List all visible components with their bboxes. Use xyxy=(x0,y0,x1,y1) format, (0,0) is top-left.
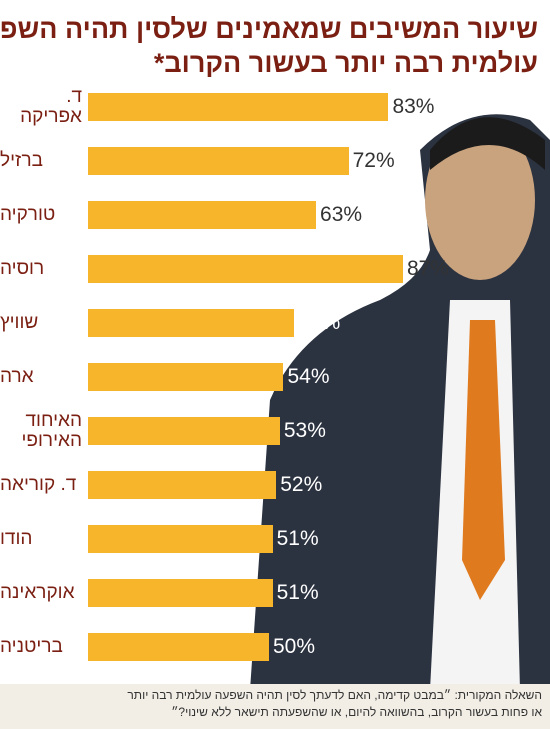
value-label: 72% xyxy=(352,149,395,172)
value-label: 51% xyxy=(276,527,319,550)
bar xyxy=(88,579,273,607)
category-label: האיחוד האירופי xyxy=(21,410,82,451)
category-label: שוויץ xyxy=(0,312,39,333)
bar xyxy=(88,363,284,391)
category-label: ד. אפריקה xyxy=(20,86,82,127)
bar xyxy=(88,93,389,121)
footnote: השאלה המקורית: ״במבט קדימה, האם לדעתך לס… xyxy=(127,688,542,702)
category-label: ד. קוריאה xyxy=(0,474,77,495)
category-label: הודו xyxy=(0,528,33,549)
value-label: 57% xyxy=(298,311,341,334)
bar xyxy=(88,255,403,283)
value-label: 87% xyxy=(406,257,449,280)
bar xyxy=(88,309,295,337)
footnote: או פחות בעשור הקרוב, בהשוואה להיום, או ש… xyxy=(171,705,542,719)
bar xyxy=(88,201,317,229)
value-label: 54% xyxy=(287,365,330,388)
category-label: רוסיה xyxy=(0,258,45,279)
value-label: 52% xyxy=(280,473,323,496)
category-label: ארה xyxy=(0,366,34,387)
bar xyxy=(88,525,273,553)
value-label: 50% xyxy=(273,635,316,658)
bar xyxy=(88,633,269,661)
value-label: 51% xyxy=(276,581,319,604)
value-label: 63% xyxy=(320,203,363,226)
category-label: ברזיל xyxy=(0,150,44,171)
bar xyxy=(88,147,349,175)
bar xyxy=(88,471,277,499)
category-label: טורקיה xyxy=(0,204,56,225)
value-label: 83% xyxy=(392,95,435,118)
category-label: אוקראינה xyxy=(0,582,75,603)
chart-title: עולמית רבה יותר בעשור הקרוב* xyxy=(153,48,538,78)
chart-title: שיעור המשיבים שמאמינים שלסין תהיה השפעה xyxy=(0,14,538,44)
bar xyxy=(88,417,280,445)
value-label: 53% xyxy=(283,419,326,442)
category-label: בריטניה xyxy=(0,636,63,657)
